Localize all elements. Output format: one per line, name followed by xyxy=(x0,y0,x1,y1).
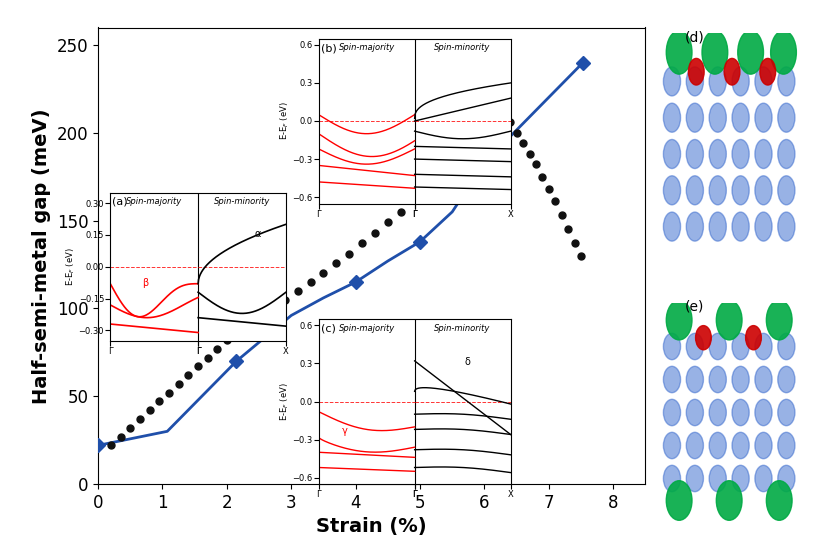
Y-axis label: E-E$_F$ (eV): E-E$_F$ (eV) xyxy=(65,248,77,286)
Circle shape xyxy=(663,67,681,96)
Circle shape xyxy=(686,465,703,492)
Circle shape xyxy=(732,432,749,459)
Circle shape xyxy=(755,399,772,426)
Circle shape xyxy=(755,366,772,393)
Circle shape xyxy=(686,366,703,393)
Circle shape xyxy=(686,140,703,168)
Circle shape xyxy=(709,465,726,492)
Circle shape xyxy=(709,67,726,96)
Circle shape xyxy=(663,333,681,360)
Circle shape xyxy=(686,67,703,96)
Circle shape xyxy=(702,31,728,74)
Circle shape xyxy=(755,333,772,360)
Circle shape xyxy=(770,31,797,74)
Circle shape xyxy=(732,176,749,205)
Text: (d): (d) xyxy=(685,30,704,44)
Circle shape xyxy=(755,465,772,492)
Circle shape xyxy=(778,465,795,492)
Circle shape xyxy=(755,212,772,241)
Circle shape xyxy=(709,140,726,168)
Circle shape xyxy=(663,140,681,168)
Circle shape xyxy=(778,366,795,393)
Circle shape xyxy=(686,333,703,360)
Circle shape xyxy=(755,103,772,132)
Text: Spin-majority: Spin-majority xyxy=(126,197,182,206)
Circle shape xyxy=(686,212,703,241)
Text: (a): (a) xyxy=(112,197,127,207)
Circle shape xyxy=(663,465,681,492)
Circle shape xyxy=(778,176,795,205)
Circle shape xyxy=(663,212,681,241)
Text: (e): (e) xyxy=(685,300,704,313)
Circle shape xyxy=(686,399,703,426)
Circle shape xyxy=(667,481,692,520)
Circle shape xyxy=(663,366,681,393)
Circle shape xyxy=(732,212,749,241)
Y-axis label: Half-semi-metal gap (meV): Half-semi-metal gap (meV) xyxy=(32,108,51,404)
Circle shape xyxy=(709,103,726,132)
Circle shape xyxy=(732,140,749,168)
Text: Spin-minority: Spin-minority xyxy=(435,43,491,52)
Circle shape xyxy=(695,326,712,350)
Text: (b): (b) xyxy=(320,43,337,53)
Circle shape xyxy=(663,399,681,426)
Circle shape xyxy=(732,366,749,393)
Y-axis label: E-E$_F$ (eV): E-E$_F$ (eV) xyxy=(279,382,291,421)
Circle shape xyxy=(709,333,726,360)
Circle shape xyxy=(746,326,761,350)
Circle shape xyxy=(686,432,703,459)
Circle shape xyxy=(732,465,749,492)
Circle shape xyxy=(732,333,749,360)
Circle shape xyxy=(663,176,681,205)
Circle shape xyxy=(717,481,742,520)
Text: (c): (c) xyxy=(320,324,336,334)
Circle shape xyxy=(663,432,681,459)
Circle shape xyxy=(778,212,795,241)
Circle shape xyxy=(663,103,681,132)
Text: Spin-majority: Spin-majority xyxy=(338,324,395,333)
Text: Spin-minority: Spin-minority xyxy=(214,197,270,206)
Circle shape xyxy=(732,67,749,96)
Circle shape xyxy=(717,300,742,340)
Circle shape xyxy=(709,399,726,426)
Circle shape xyxy=(755,176,772,205)
Circle shape xyxy=(686,176,703,205)
X-axis label: Strain (%): Strain (%) xyxy=(316,518,427,536)
Circle shape xyxy=(755,432,772,459)
Circle shape xyxy=(766,300,792,340)
Text: γ: γ xyxy=(342,426,347,437)
Circle shape xyxy=(778,103,795,132)
Circle shape xyxy=(766,481,792,520)
Circle shape xyxy=(689,58,704,85)
Circle shape xyxy=(755,67,772,96)
Circle shape xyxy=(709,212,726,241)
Text: Spin-majority: Spin-majority xyxy=(338,43,395,52)
Circle shape xyxy=(755,140,772,168)
Text: β: β xyxy=(142,278,148,288)
Y-axis label: E-E$_F$ (eV): E-E$_F$ (eV) xyxy=(279,102,291,140)
Circle shape xyxy=(738,31,763,74)
Text: δ: δ xyxy=(465,357,471,367)
Circle shape xyxy=(724,58,740,85)
Circle shape xyxy=(778,432,795,459)
Circle shape xyxy=(778,140,795,168)
Circle shape xyxy=(686,103,703,132)
Circle shape xyxy=(667,300,692,340)
Circle shape xyxy=(667,31,692,74)
Circle shape xyxy=(709,432,726,459)
Circle shape xyxy=(778,399,795,426)
Circle shape xyxy=(778,333,795,360)
Circle shape xyxy=(732,399,749,426)
Circle shape xyxy=(709,176,726,205)
Circle shape xyxy=(732,103,749,132)
Text: α: α xyxy=(254,229,261,239)
Circle shape xyxy=(778,67,795,96)
Circle shape xyxy=(709,366,726,393)
Text: Spin-minority: Spin-minority xyxy=(435,324,491,333)
Circle shape xyxy=(760,58,775,85)
